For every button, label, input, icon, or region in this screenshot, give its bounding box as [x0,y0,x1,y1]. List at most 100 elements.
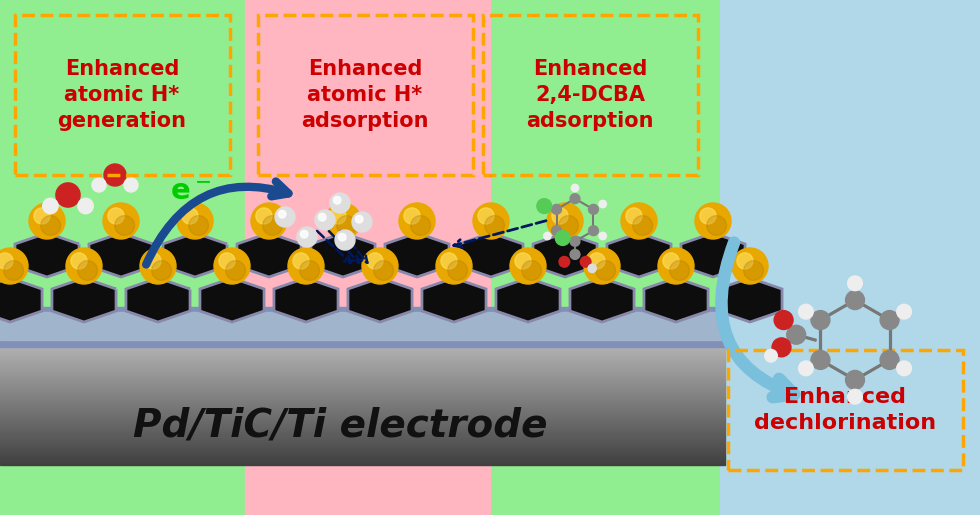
Bar [483,15,698,175]
Circle shape [333,196,341,204]
Circle shape [596,261,615,280]
Circle shape [373,261,394,280]
Polygon shape [89,233,153,277]
Circle shape [182,208,198,224]
Circle shape [330,208,346,224]
Bar [0,437,725,439]
Circle shape [337,216,357,235]
Circle shape [108,208,124,224]
Circle shape [152,261,172,280]
Bar [0,455,725,457]
Text: Pd/TiC/Ti electrode: Pd/TiC/Ti electrode [132,406,547,444]
Circle shape [848,276,862,290]
Bar [0,392,725,395]
Circle shape [115,216,134,235]
Circle shape [301,230,308,238]
Polygon shape [163,233,227,277]
Circle shape [588,264,596,272]
Bar [0,456,725,459]
Circle shape [514,253,531,269]
Circle shape [300,261,319,280]
Circle shape [263,216,282,235]
Circle shape [744,261,763,280]
Polygon shape [681,233,745,277]
Polygon shape [718,278,782,322]
Polygon shape [385,233,449,277]
Bar [0,453,725,455]
Circle shape [29,203,65,239]
Bar [0,426,725,429]
Circle shape [278,211,286,218]
Polygon shape [200,278,264,322]
Circle shape [189,216,209,235]
Bar [0,401,725,403]
Bar [0,365,725,367]
Bar [0,383,725,385]
Circle shape [330,193,350,213]
Circle shape [71,253,87,269]
Circle shape [448,261,467,280]
Circle shape [145,253,161,269]
Polygon shape [607,233,671,277]
Circle shape [537,199,552,213]
Bar [0,390,725,393]
Bar [0,458,725,461]
Bar [0,385,725,387]
Bar [0,349,725,351]
Circle shape [473,203,509,239]
Circle shape [441,253,457,269]
Circle shape [552,208,568,224]
Circle shape [315,210,335,230]
Bar [0,406,725,409]
Circle shape [662,253,679,269]
Bar [0,363,725,365]
Bar [728,350,963,470]
Circle shape [404,208,420,224]
Bar [0,379,725,381]
Circle shape [846,290,864,310]
Circle shape [599,232,607,239]
Circle shape [811,311,830,330]
Bar [0,419,725,421]
Circle shape [880,351,899,369]
Bar [0,394,725,397]
Circle shape [4,261,24,280]
Bar [0,449,725,451]
Bar [0,428,725,431]
Circle shape [621,203,657,239]
Bar [0,408,725,411]
Circle shape [552,226,562,235]
Circle shape [626,208,642,224]
Circle shape [580,256,591,267]
Circle shape [589,253,605,269]
Circle shape [325,203,361,239]
Bar [0,345,725,347]
Circle shape [124,178,138,192]
Circle shape [66,248,102,284]
Circle shape [510,248,546,284]
Polygon shape [496,278,560,322]
Bar [0,410,725,413]
Circle shape [399,203,435,239]
Bar [0,424,725,427]
Polygon shape [15,233,79,277]
Circle shape [669,261,690,280]
Circle shape [436,248,472,284]
Polygon shape [237,233,301,277]
Bar [0,435,725,437]
Circle shape [799,361,813,376]
Circle shape [707,216,726,235]
Circle shape [737,253,753,269]
Polygon shape [459,233,523,277]
Circle shape [633,216,653,235]
Polygon shape [422,278,486,322]
Bar [0,358,725,361]
Circle shape [0,248,28,284]
Circle shape [214,248,250,284]
Circle shape [570,236,580,246]
Circle shape [352,212,372,232]
Circle shape [478,208,494,224]
Circle shape [77,261,97,280]
Bar [0,381,725,383]
Circle shape [338,233,346,241]
